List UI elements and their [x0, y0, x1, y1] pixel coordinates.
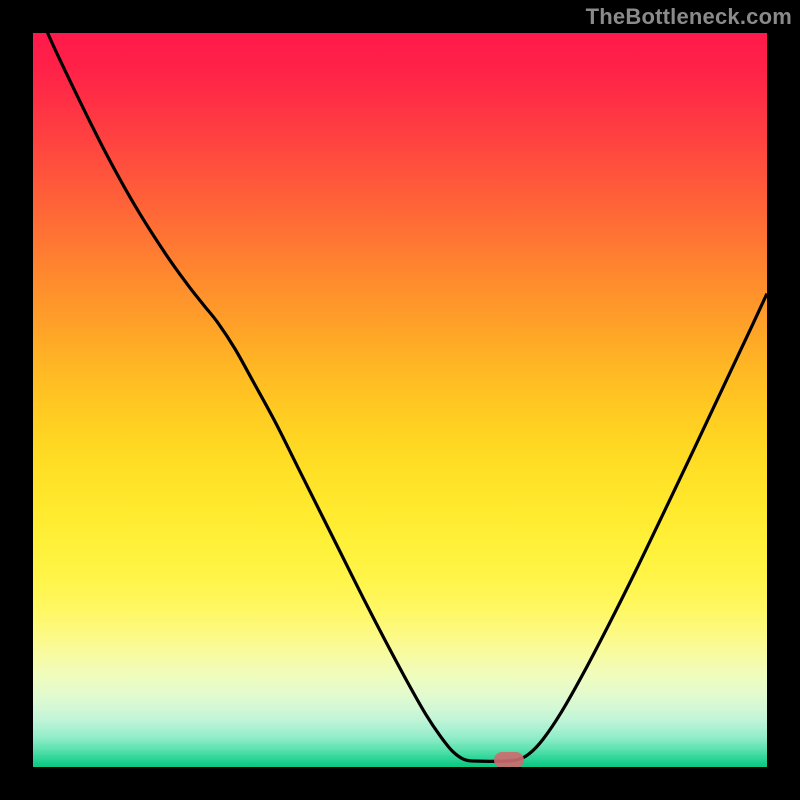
plot-area [33, 33, 767, 767]
bottleneck-curve [33, 33, 767, 767]
chart-frame: TheBottleneck.com [0, 0, 800, 800]
optimum-marker [494, 752, 524, 767]
watermark-text: TheBottleneck.com [586, 4, 792, 30]
curve-path [33, 33, 767, 761]
